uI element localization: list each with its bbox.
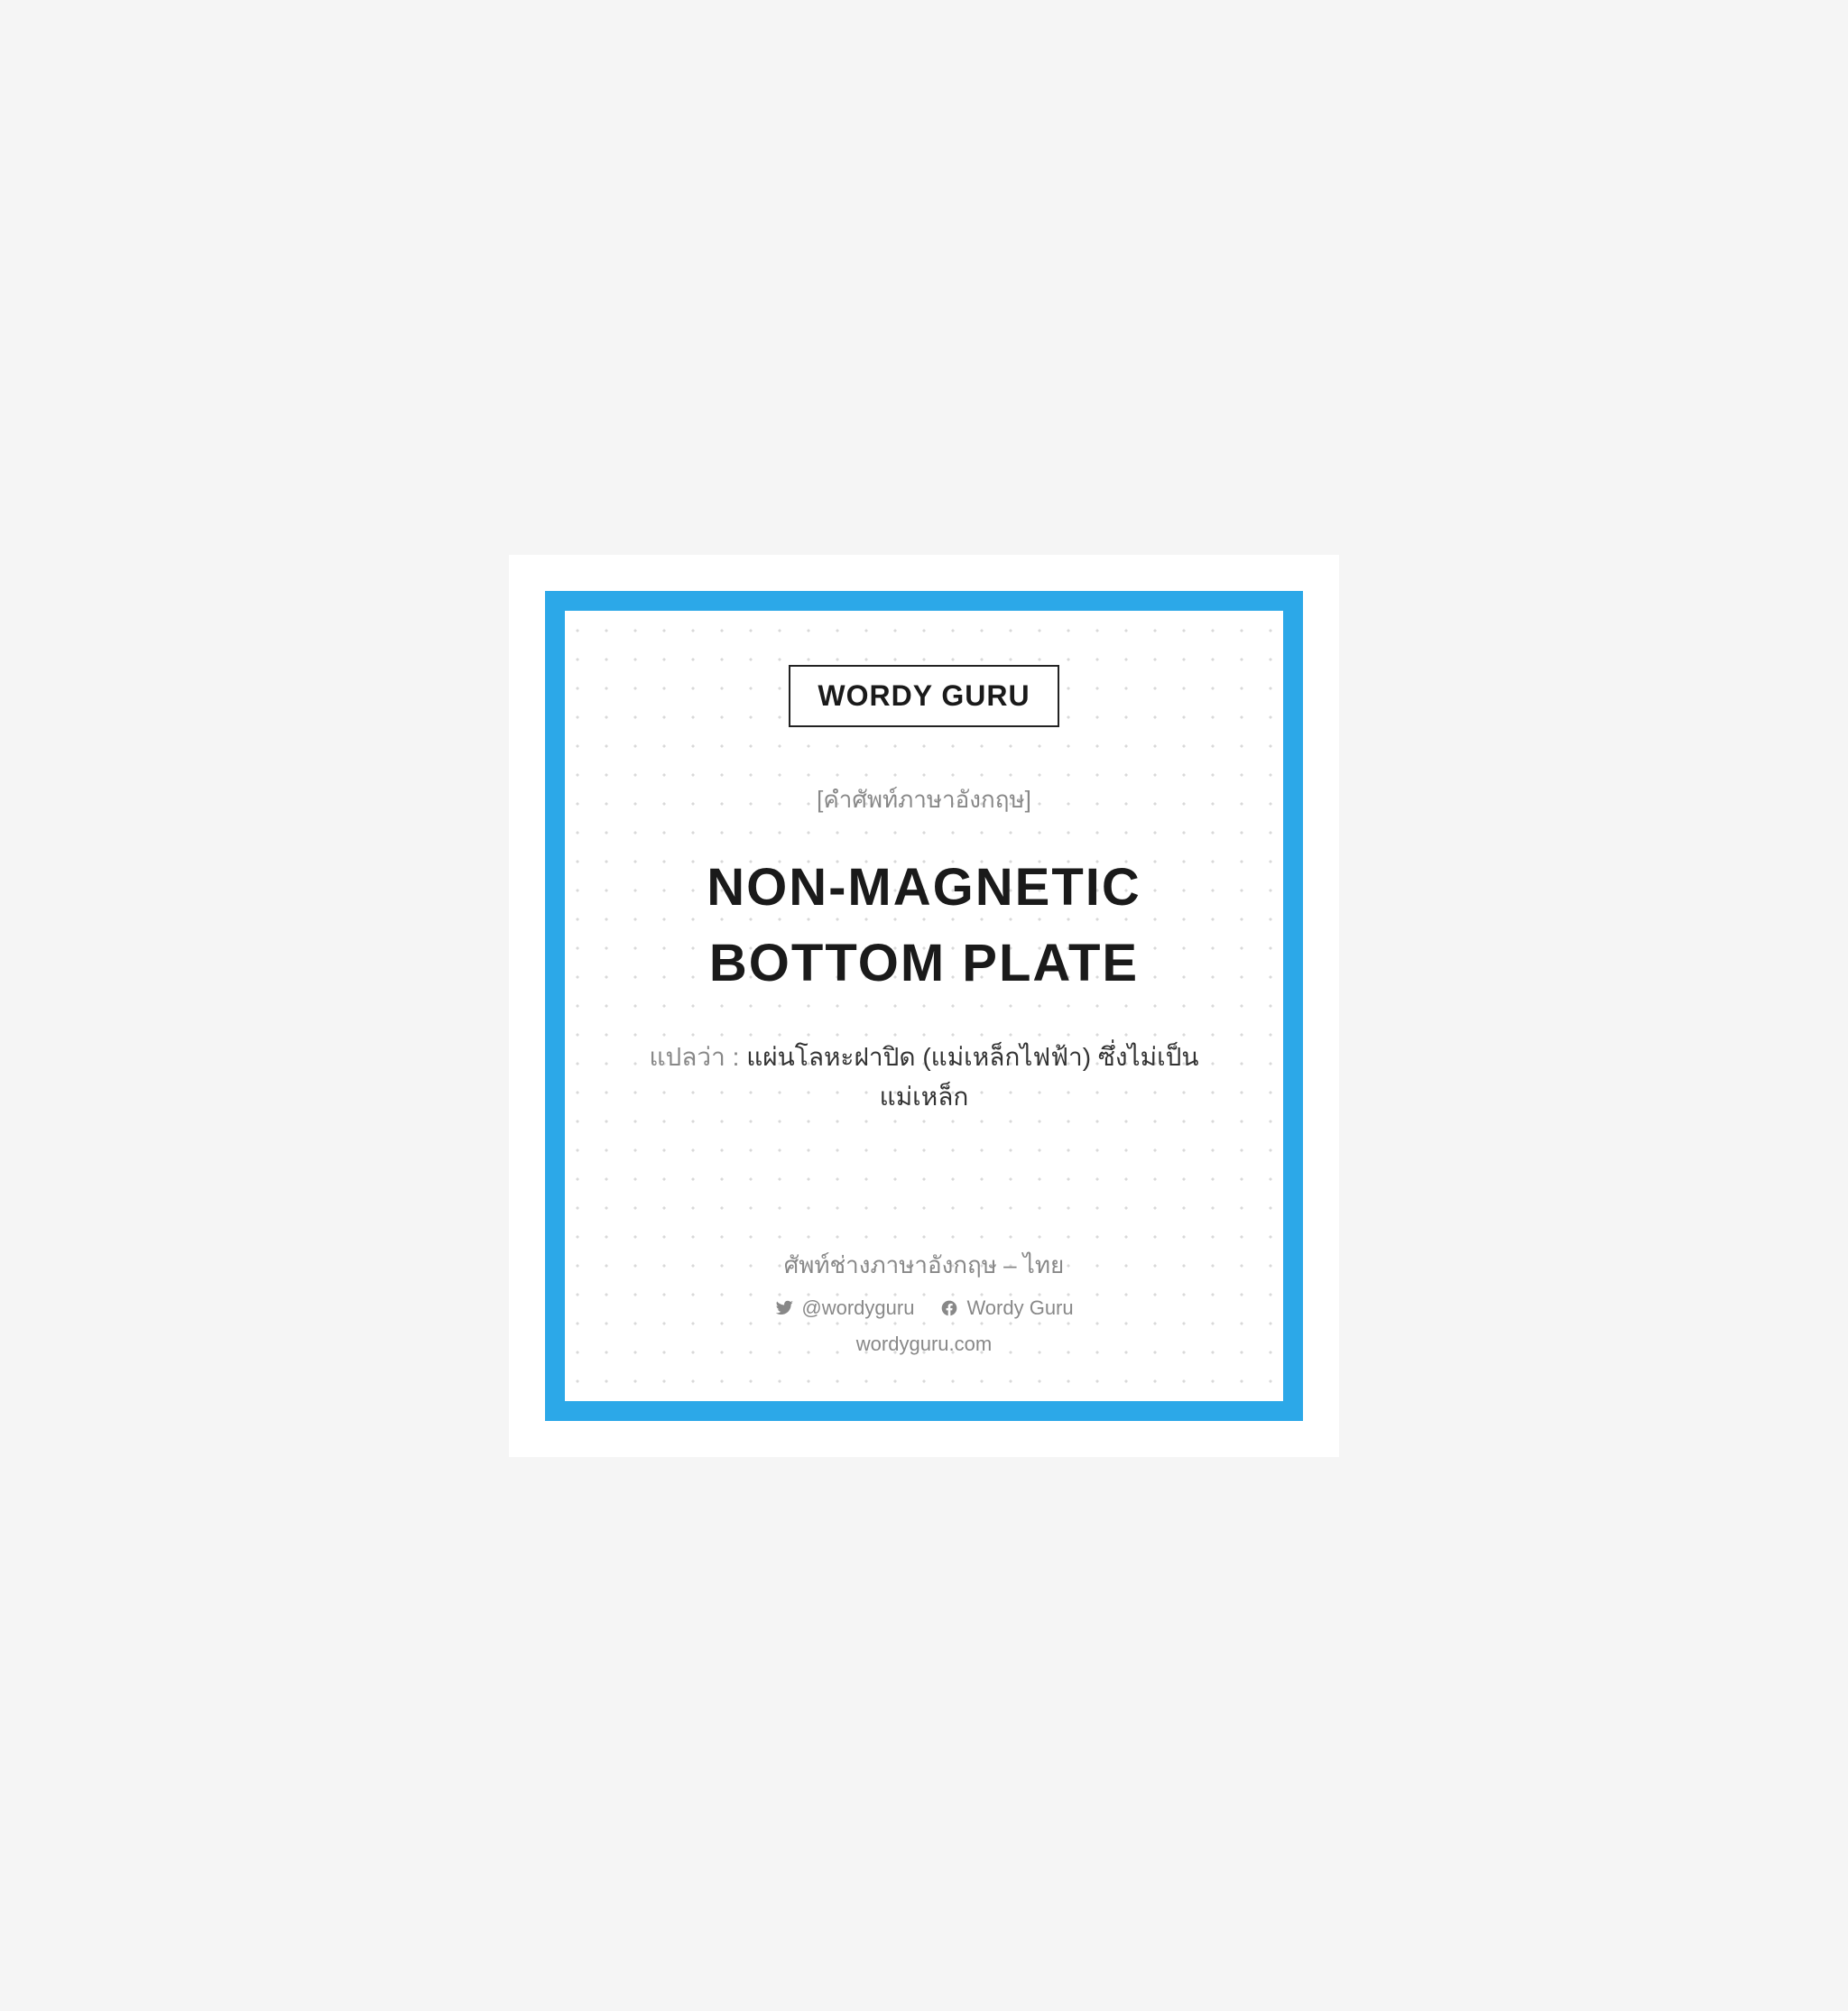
headline: NON-MAGNETIC BOTTOM PLATE <box>601 850 1247 1001</box>
footer: ศัพท์ช่างภาษาอังกฤษ – ไทย @wordyguru Wor… <box>565 1247 1283 1356</box>
facebook-icon <box>939 1298 959 1318</box>
definition-body: แปลว่า : แผ่นโลหะฝาปิด (แม่เหล็กไฟฟ้า) ซ… <box>601 1038 1247 1117</box>
socials-row: @wordyguru Wordy Guru <box>774 1296 1073 1320</box>
definition-label: แปลว่า : <box>649 1043 746 1071</box>
twitter-icon <box>774 1298 794 1318</box>
twitter-handle: @wordyguru <box>774 1296 914 1320</box>
logo-text: WORDY GURU <box>818 679 1030 713</box>
footer-url: wordyguru.com <box>856 1333 992 1356</box>
inner-frame: WORDY GURU [คำศัพท์ภาษาอังกฤษ] NON-MAGNE… <box>545 591 1303 1421</box>
definition-text: แผ่นโลหะฝาปิด (แม่เหล็กไฟฟ้า) ซึ่งไม่เป็… <box>746 1043 1198 1111</box>
facebook-handle: Wordy Guru <box>939 1296 1073 1320</box>
twitter-text: @wordyguru <box>801 1296 914 1320</box>
footer-title: ศัพท์ช่างภาษาอังกฤษ – ไทย <box>784 1247 1065 1284</box>
subtitle: [คำศัพท์ภาษาอังกฤษ] <box>817 781 1031 818</box>
definition-card: WORDY GURU [คำศัพท์ภาษาอังกฤษ] NON-MAGNE… <box>509 555 1339 1457</box>
logo-box: WORDY GURU <box>789 665 1058 727</box>
facebook-text: Wordy Guru <box>966 1296 1073 1320</box>
